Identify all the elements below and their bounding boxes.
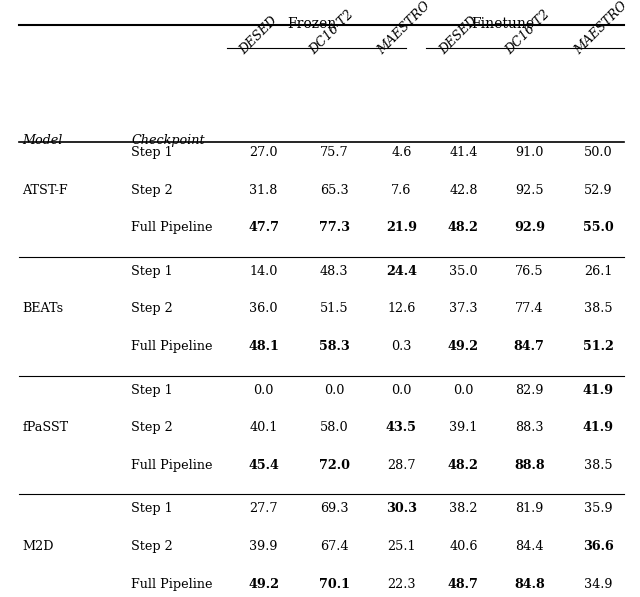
Text: 38.2: 38.2 — [449, 503, 477, 515]
Text: MAESTRO: MAESTRO — [572, 0, 630, 57]
Text: 51.2: 51.2 — [583, 340, 614, 353]
Text: 0.3: 0.3 — [391, 340, 412, 353]
Text: Full Pipeline: Full Pipeline — [131, 340, 212, 353]
Text: 41.9: 41.9 — [583, 384, 614, 396]
Text: 39.9: 39.9 — [250, 540, 278, 553]
Text: Full Pipeline: Full Pipeline — [131, 578, 212, 590]
Text: 41.9: 41.9 — [583, 421, 614, 434]
Text: 92.5: 92.5 — [515, 184, 543, 196]
Text: 84.4: 84.4 — [515, 540, 543, 553]
Text: ATST-F: ATST-F — [22, 184, 68, 196]
Text: Step 2: Step 2 — [131, 303, 173, 315]
Text: 58.3: 58.3 — [319, 340, 349, 353]
Text: 4.6: 4.6 — [391, 146, 412, 159]
Text: 30.3: 30.3 — [386, 503, 417, 515]
Text: Step 1: Step 1 — [131, 384, 173, 396]
Text: 12.6: 12.6 — [387, 303, 415, 315]
Text: 0.0: 0.0 — [253, 384, 274, 396]
Text: Step 1: Step 1 — [131, 265, 173, 278]
Text: 26.1: 26.1 — [584, 265, 612, 278]
Text: 84.7: 84.7 — [514, 340, 545, 353]
Text: 36.6: 36.6 — [583, 540, 614, 553]
Text: 35.0: 35.0 — [449, 265, 477, 278]
Text: 43.5: 43.5 — [386, 421, 417, 434]
Text: 48.2: 48.2 — [448, 221, 479, 234]
Text: Step 1: Step 1 — [131, 146, 173, 159]
Text: Checkpoint: Checkpoint — [131, 134, 205, 147]
Text: 65.3: 65.3 — [320, 184, 348, 196]
Text: DC16 T2: DC16 T2 — [503, 7, 552, 57]
Text: 31.8: 31.8 — [250, 184, 278, 196]
Text: 67.4: 67.4 — [320, 540, 348, 553]
Text: Full Pipeline: Full Pipeline — [131, 221, 212, 234]
Text: 88.8: 88.8 — [514, 459, 545, 472]
Text: 58.0: 58.0 — [320, 421, 348, 434]
Text: 52.9: 52.9 — [584, 184, 612, 196]
Text: Step 2: Step 2 — [131, 540, 173, 553]
Text: 81.9: 81.9 — [515, 503, 543, 515]
Text: 22.3: 22.3 — [387, 578, 415, 590]
Text: 0.0: 0.0 — [453, 384, 474, 396]
Text: 82.9: 82.9 — [515, 384, 543, 396]
Text: 48.2: 48.2 — [448, 459, 479, 472]
Text: Full Pipeline: Full Pipeline — [131, 459, 212, 472]
Text: 48.1: 48.1 — [248, 340, 279, 353]
Text: Model: Model — [22, 134, 63, 147]
Text: fPaSST: fPaSST — [22, 421, 68, 434]
Text: DESED: DESED — [237, 14, 280, 57]
Text: 0.0: 0.0 — [324, 384, 344, 396]
Text: 75.7: 75.7 — [320, 146, 348, 159]
Text: 21.9: 21.9 — [386, 221, 417, 234]
Text: 51.5: 51.5 — [320, 303, 348, 315]
Text: 25.1: 25.1 — [387, 540, 415, 553]
Text: 77.4: 77.4 — [515, 303, 543, 315]
Text: 40.6: 40.6 — [449, 540, 477, 553]
Text: 38.5: 38.5 — [584, 303, 612, 315]
Text: 47.7: 47.7 — [248, 221, 279, 234]
Text: Finetune: Finetune — [471, 17, 534, 31]
Text: M2D: M2D — [22, 540, 54, 553]
Text: DESED: DESED — [437, 14, 480, 57]
Text: 0.0: 0.0 — [391, 384, 412, 396]
Text: BEATs: BEATs — [22, 303, 63, 315]
Text: 39.1: 39.1 — [449, 421, 477, 434]
Text: 69.3: 69.3 — [320, 503, 348, 515]
Text: Frozen: Frozen — [288, 17, 337, 31]
Text: 84.8: 84.8 — [514, 578, 545, 590]
Text: 28.7: 28.7 — [387, 459, 415, 472]
Text: MAESTRO: MAESTRO — [375, 0, 433, 57]
Text: 14.0: 14.0 — [250, 265, 278, 278]
Text: 50.0: 50.0 — [584, 146, 612, 159]
Text: 48.7: 48.7 — [448, 578, 479, 590]
Text: 34.9: 34.9 — [584, 578, 612, 590]
Text: 77.3: 77.3 — [319, 221, 349, 234]
Text: 55.0: 55.0 — [583, 221, 614, 234]
Text: 72.0: 72.0 — [319, 459, 349, 472]
Text: 40.1: 40.1 — [250, 421, 278, 434]
Text: 48.3: 48.3 — [320, 265, 348, 278]
Text: 49.2: 49.2 — [448, 340, 479, 353]
Text: 7.6: 7.6 — [391, 184, 412, 196]
Text: 91.0: 91.0 — [515, 146, 543, 159]
Text: 92.9: 92.9 — [514, 221, 545, 234]
Text: 36.0: 36.0 — [250, 303, 278, 315]
Text: 42.8: 42.8 — [449, 184, 477, 196]
Text: Step 1: Step 1 — [131, 503, 173, 515]
Text: Step 2: Step 2 — [131, 184, 173, 196]
Text: 49.2: 49.2 — [248, 578, 279, 590]
Text: 88.3: 88.3 — [515, 421, 543, 434]
Text: Step 2: Step 2 — [131, 421, 173, 434]
Text: 70.1: 70.1 — [319, 578, 349, 590]
Text: 37.3: 37.3 — [449, 303, 477, 315]
Text: 27.7: 27.7 — [250, 503, 278, 515]
Text: 76.5: 76.5 — [515, 265, 543, 278]
Text: 24.4: 24.4 — [386, 265, 417, 278]
Text: 38.5: 38.5 — [584, 459, 612, 472]
Text: 35.9: 35.9 — [584, 503, 612, 515]
Text: 45.4: 45.4 — [248, 459, 279, 472]
Text: DC16-T2: DC16-T2 — [308, 8, 357, 57]
Text: 27.0: 27.0 — [250, 146, 278, 159]
Text: 41.4: 41.4 — [449, 146, 477, 159]
